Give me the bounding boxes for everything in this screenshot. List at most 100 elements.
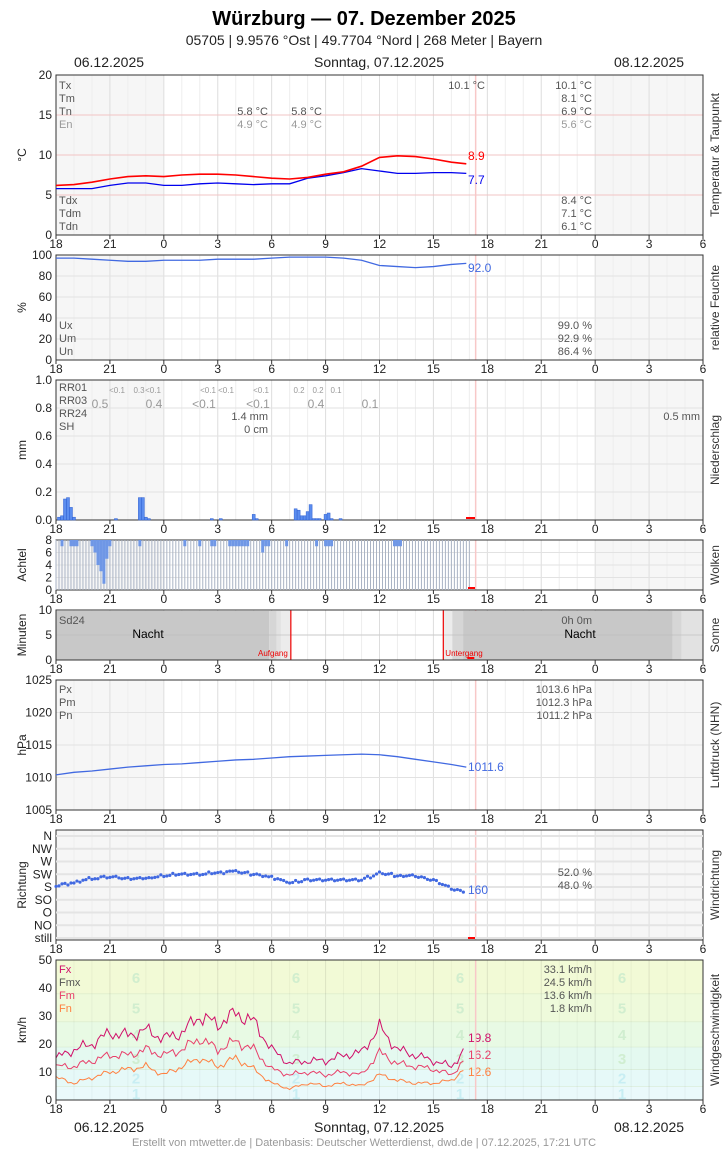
- beaufort-number: 4: [132, 1027, 141, 1044]
- x-tick-label: 21: [535, 237, 549, 251]
- direction-point: [335, 878, 340, 882]
- cloud-mark: [231, 540, 235, 547]
- direction-point: [174, 873, 178, 877]
- direction-point: [237, 870, 241, 874]
- x-tick-label: 0: [160, 812, 167, 826]
- direction-point: [105, 876, 109, 880]
- x-tick-label: 18: [49, 942, 63, 956]
- direction-point: [189, 872, 193, 877]
- direction-point: [150, 876, 154, 880]
- wind-fm-line: [55, 1036, 464, 1078]
- stat-label: Fmx: [59, 977, 81, 989]
- date-left-top: 06.12.2025: [74, 54, 144, 70]
- x-tick-label: 3: [214, 522, 221, 536]
- beaufort-band: [56, 960, 703, 994]
- direction-point: [291, 880, 295, 885]
- x-tick-label: 9: [322, 362, 329, 376]
- x-tick-label: 6: [268, 237, 275, 251]
- rr01-value: <0.1: [145, 386, 161, 395]
- x-tick-label: 0: [160, 592, 167, 606]
- direction-point: [147, 876, 151, 880]
- stat-value: 92.9 %: [558, 333, 592, 345]
- direction-point: [273, 877, 277, 881]
- y-tick-label: 80: [39, 269, 53, 283]
- y-tick-label: 60: [39, 290, 53, 304]
- direction-point: [90, 877, 94, 881]
- x-tick-label: 0: [592, 662, 599, 676]
- direction-point: [171, 871, 175, 876]
- stat-label: Pn: [59, 710, 72, 722]
- x-tick-label: 6: [700, 522, 707, 536]
- x-tick-label: 0: [592, 522, 599, 536]
- direction-stat: 48.0 %: [558, 880, 592, 892]
- direction-point: [222, 872, 226, 876]
- y-tick-label: 10: [39, 148, 53, 162]
- precip-label: RR01: [59, 382, 87, 394]
- direction-point: [153, 875, 157, 879]
- direction-point: [386, 872, 391, 876]
- direction-point: [87, 876, 91, 880]
- panel-1: 0 5 10 15 20 18 21 0 3 6 9 12 15 18 21 0 3 6 °C Temperatur …: [15, 68, 722, 251]
- x-tick-label: 12: [373, 662, 387, 676]
- direction-point: [177, 872, 181, 877]
- sd24-label: Sd24: [59, 615, 85, 627]
- x-tick-label: 6: [700, 662, 707, 676]
- current-temperature: 8.9: [468, 149, 485, 163]
- beaufort-number: 5: [292, 1001, 300, 1018]
- direction-point: [210, 872, 214, 876]
- panel-title: Sonne: [708, 617, 722, 652]
- cloud-mark: [99, 540, 103, 572]
- x-tick-label: 0: [160, 942, 167, 956]
- beaufort-band: [56, 1086, 703, 1100]
- direction-point: [192, 872, 196, 876]
- stat-label: Fx: [59, 964, 72, 976]
- x-tick-label: 18: [49, 522, 63, 536]
- direction-point: [93, 877, 97, 881]
- x-tick-label: 0: [592, 592, 599, 606]
- cloud-mark: [138, 540, 142, 547]
- y-tick-label: 1015: [25, 738, 52, 752]
- x-tick-label: 21: [103, 1102, 117, 1116]
- x-tick-label: 15: [427, 592, 441, 606]
- x-tick-label: 12: [373, 362, 387, 376]
- direction-point: [261, 874, 265, 879]
- direction-point: [434, 878, 439, 883]
- direction-point: [246, 870, 250, 874]
- direction-point: [416, 875, 421, 879]
- y-tick-label: 0: [45, 583, 52, 597]
- precip-bar: [314, 518, 319, 521]
- date-right-bottom: 08.12.2025: [614, 1119, 684, 1135]
- y-tick-label: 40: [39, 311, 53, 325]
- x-tick-label: 0: [592, 362, 599, 376]
- cloud-mark: [96, 540, 100, 565]
- beaufort-number: 5: [618, 1001, 626, 1018]
- x-tick-label: 0: [592, 237, 599, 251]
- x-tick-label: 6: [268, 662, 275, 676]
- y-tick-label: 20: [39, 1037, 53, 1051]
- cloud-mark: [240, 540, 244, 547]
- rr01-value: <0.1: [218, 386, 234, 395]
- direction-point: [201, 872, 205, 877]
- panel-title: Windgeschwindigkeit: [708, 973, 722, 1086]
- x-tick-label: 12: [373, 237, 387, 251]
- direction-point: [461, 890, 465, 894]
- direction-point: [120, 877, 124, 881]
- x-tick-label: 15: [427, 812, 441, 826]
- precip-bar: [296, 509, 301, 521]
- direction-tick-label: NO: [34, 918, 52, 932]
- y-tick-label: 1025: [25, 673, 52, 687]
- x-tick-label: 18: [481, 237, 495, 251]
- y-axis-label: km/h: [15, 1017, 29, 1043]
- stat-value: 5.6 °C: [561, 119, 592, 131]
- direction-tick-label: S: [44, 880, 52, 894]
- rr24-value: 1.4 mm: [231, 411, 268, 423]
- beaufort-band: [56, 993, 703, 1022]
- footer-credit: Erstellt von mtwetter.de | Datenbasis: D…: [132, 1137, 596, 1149]
- x-tick-label: 6: [268, 522, 275, 536]
- chart-title: Würzburg — 07. Dezember 2025: [212, 8, 515, 30]
- y-axis-label: °C: [15, 148, 29, 162]
- current-dewpoint: 7.7: [468, 173, 485, 187]
- precip-bar: [114, 518, 118, 521]
- direction-point: [303, 878, 307, 882]
